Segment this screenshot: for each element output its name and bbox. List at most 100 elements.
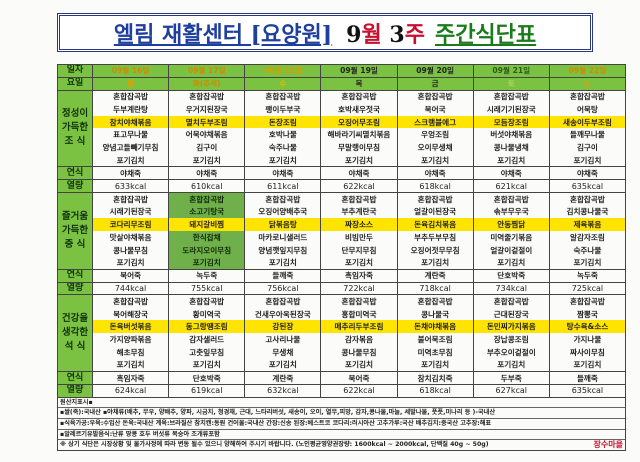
title-week-unit: 주 (404, 21, 425, 48)
menu-item: 근대된장국 (472, 307, 550, 321)
menu-item: 혼합잡곡밥 (168, 192, 246, 206)
menu-item: 고사리나물 (244, 333, 322, 347)
day-cell: 수 (244, 76, 322, 91)
main-dish: 닭볶음탕 (244, 218, 322, 231)
menu-item: 짬뽕국 (548, 307, 627, 321)
menu-item: 혼합잡곡밥 (548, 294, 627, 308)
menu-item: 포기김치 (548, 358, 627, 372)
snack-item: 참치김치죽 (396, 371, 474, 385)
menu-row: 참치야채볶음 멸치두부조림 돈장조림 오징어무조림 스크램블에그 모듬장조림 새송이두부조림 (58, 115, 627, 129)
menu-item: 혼합잡곡밥 (91, 90, 170, 103)
menu-item: 김치콩나물국 (548, 205, 627, 219)
menu-row: 가지양파볶음 감자샐러드 고사리나물 감자볶음 불어묵조림 장납콩조림 가지나물 (58, 333, 627, 347)
kcal-value: 611kcal (244, 179, 322, 193)
menu-item: 들깨무나물 (548, 128, 627, 142)
menu-item: 북어해장국 (91, 307, 170, 321)
menu-item: 포기김치 (244, 358, 322, 372)
kcal-value: 722kcal (320, 281, 398, 296)
menu-item: 콩나물국 (396, 307, 474, 321)
menu-item: 황미역국 (168, 307, 246, 321)
menu-row: 포기김치 포기김치 포기김치 포기김치 포기김치 포기김치 포기김치 (58, 154, 627, 167)
menu-item: 포기김치 (168, 358, 246, 372)
kcal-value: 756kcal (244, 281, 322, 296)
snack-row: 연식 야채죽 야채죽 야채죽 야채죽 야채죽 야채죽 야채죽 (57, 166, 627, 181)
date-cell: 09월 22일 (548, 64, 627, 78)
menu-item: 혼합잡곡밥 (396, 192, 474, 206)
menu-item: 포기김치 (396, 256, 474, 270)
menu-item: 포기김치 (472, 154, 550, 167)
menu-item: 비빔만두 (320, 230, 398, 244)
menu-item: 마카로니샐러드 (244, 230, 322, 244)
menu-item: 혼합잡곡밥 (91, 294, 170, 308)
menu-item: 포기김치 (320, 256, 398, 270)
menu-item: 불어묵조림 (396, 333, 474, 347)
main-dish: 제육볶음 (548, 218, 627, 231)
menu-item: 포기김치 (396, 154, 474, 167)
snack-item: 계란죽 (396, 268, 474, 283)
title-month-unit: 월 (361, 21, 382, 48)
menu-item: 포기김치 (168, 154, 246, 167)
main-dish: 돈장조림 (244, 115, 322, 129)
menu-row: 정성이 가득한 조 식 혼합잡곡밥 혼합잡곡밥 혼합잡곡밥 혼합잡곡밥 혼합잡곡밥 혼합잡곡… (57, 89, 627, 168)
menu-item: 포기김치 (548, 154, 627, 167)
snack-label: 연식 (57, 371, 93, 385)
snack-item: 북어죽 (320, 371, 398, 385)
kcal-value: 632kcal (244, 383, 322, 398)
main-dish: 동그랑땡조림 (168, 320, 246, 334)
origin-title: 원산지표시▪ (58, 398, 625, 409)
menu-row: 콩나물무침 도라지오이무침 양념깻잎지무침 단무지무침 오징어젓무무침 얼갈이겉절이 숙주나… (58, 243, 627, 257)
snack-item: 야채죽 (91, 166, 170, 181)
kcal-value: 622kcal (320, 383, 398, 398)
meal-label: 즐거움 가득한 중 식 (57, 191, 93, 270)
origin-line-2: ▪식육가공:우육:수입산 돈육:국내산 계육:브라질산 참치캔:동원 건어물:국… (58, 419, 625, 430)
main-dish: 돼지갈비찜 (168, 218, 246, 231)
main-dish: 메추리두부조림 (320, 320, 398, 334)
main-dish: 짜장소스 (320, 218, 398, 231)
kcal-value: 635kcal (548, 179, 627, 193)
kcal-label: 열량 (57, 179, 93, 193)
menu-item: 포기김치 (472, 358, 550, 372)
menu-item: 가지양파볶음 (91, 333, 170, 347)
kcal-value: 718kcal (396, 281, 474, 296)
menu-item: 혼합잡곡밥 (472, 90, 550, 103)
menu-item: 혼합잡곡밥 (396, 294, 474, 308)
menu-item: 혼합잡곡밥 (320, 294, 398, 308)
menu-row: 두부계란탕 우거지된장국 팽이두부국 호박새우젓국 북어국 시래기기된장국 어묵탕 (58, 102, 627, 116)
menu-item: 포기김치 (91, 358, 170, 372)
snack-item: 단호박죽 (168, 371, 246, 385)
menu-item: 포기김치 (320, 358, 398, 372)
snack-item: 야채죽 (320, 166, 398, 181)
kcal-value: 725kcal (548, 281, 627, 296)
meal-label: 정성이 가득한 조 식 (57, 89, 93, 168)
allergy-line: ▪알레르기유발음식:난류 땅콩 호두 버섯류 복숭아 조개류포함 (58, 430, 625, 441)
menu-item: 소고기탕국 (168, 205, 246, 219)
menu-item: 혼합잡곡밥 (244, 294, 322, 308)
menu-item: 혼합잡곡밥 (91, 192, 170, 206)
main-dish: 돈육버섯볶음 (91, 320, 170, 334)
menu-item: 도라지오이무침 (168, 243, 246, 257)
menu-row: 북어해장국 황미역국 건새우아욱된장국 홍합미역국 콩나물국 근대된장국 짬뽕국 (58, 307, 627, 321)
kcal-value: 619kcal (168, 383, 246, 398)
day-cell: 목 (320, 76, 398, 91)
notice-line: ※ 상기 식단은 시장상황 및 물가사정에 따라 변동 될수 있으니 양해하여 … (60, 441, 489, 449)
menu-item: 부추오이겉절이 (472, 346, 550, 359)
kcal-value: 624kcal (91, 383, 170, 398)
menu-item: 부추계란국 (320, 205, 398, 219)
day-label: 요일 (57, 76, 93, 91)
menu-row: 즐거움 가득한 중 식 혼합잡곡밥 혼합잡곡밥 혼합잡곡밥 혼합잡곡밥 혼합잡곡밥 혼합잡곡… (57, 191, 627, 270)
menu-item: 포기김치 (91, 154, 170, 167)
menu-item: 시래기기된장국 (472, 102, 550, 116)
menu-item: 호박나물 (244, 128, 322, 142)
snack-item: 북어죽 (91, 268, 170, 283)
kcal-value: 610kcal (168, 179, 246, 193)
menu-row: 맛살야채볶음 한식잡채 마카로니샐러드 비빔만두 부추두부무침 미역줄기볶음 알감자조림 (58, 230, 627, 244)
menu-item: 두부계란탕 (91, 102, 170, 116)
menu-item: 장납콩조림 (472, 333, 550, 347)
main-dish: 멸치두부조림 (168, 115, 246, 129)
menu-item: 혼합잡곡밥 (396, 90, 474, 103)
day-cell: 일 (548, 76, 627, 91)
menu-item: 짜사이무침 (548, 346, 627, 359)
logo: 장수마을 (593, 440, 623, 450)
menu-item: 우거지된장국 (168, 102, 246, 116)
snack-item: 흑임자죽 (91, 371, 170, 385)
